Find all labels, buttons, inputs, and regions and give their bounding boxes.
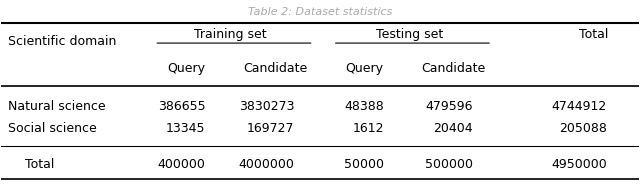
Text: Training set: Training set [195, 28, 267, 40]
Text: Total: Total [25, 158, 54, 171]
Text: 13345: 13345 [166, 122, 205, 135]
Text: 4744912: 4744912 [552, 100, 607, 113]
Text: 479596: 479596 [426, 100, 473, 113]
Text: 169727: 169727 [247, 122, 294, 135]
Text: 3830273: 3830273 [239, 100, 294, 113]
Text: 4950000: 4950000 [551, 158, 607, 171]
Text: 20404: 20404 [433, 122, 473, 135]
Text: Total: Total [579, 28, 609, 40]
Text: Scientific domain: Scientific domain [8, 35, 116, 48]
Text: 500000: 500000 [425, 158, 473, 171]
Text: Candidate: Candidate [422, 62, 486, 75]
Text: Social science: Social science [8, 122, 97, 135]
Text: 205088: 205088 [559, 122, 607, 135]
Text: 386655: 386655 [157, 100, 205, 113]
Text: 48388: 48388 [344, 100, 384, 113]
Text: Query: Query [346, 62, 383, 75]
Text: Table 2: Dataset statistics: Table 2: Dataset statistics [248, 7, 392, 17]
Text: Candidate: Candidate [243, 62, 307, 75]
Text: 1612: 1612 [352, 122, 384, 135]
Text: Query: Query [167, 62, 205, 75]
Text: 50000: 50000 [344, 158, 384, 171]
Text: Natural science: Natural science [8, 100, 106, 113]
Text: 400000: 400000 [157, 158, 205, 171]
Text: Testing set: Testing set [376, 28, 443, 40]
Text: 4000000: 4000000 [239, 158, 294, 171]
